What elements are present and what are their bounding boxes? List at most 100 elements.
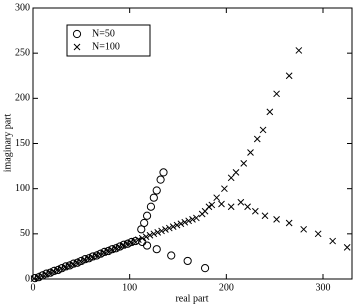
marker	[127, 239, 134, 246]
marker	[232, 169, 240, 176]
marker	[142, 241, 152, 250]
marker	[162, 226, 169, 233]
marker	[138, 234, 146, 242]
marker	[65, 262, 73, 269]
marker	[253, 135, 261, 143]
legend-label: N=100	[92, 41, 120, 52]
y-tick-label: 150	[15, 138, 30, 149]
y-axis-label: imaginary part	[2, 113, 13, 172]
marker	[173, 221, 181, 229]
y-tick-label: 250	[15, 47, 30, 58]
x-tick-label: 100	[122, 282, 137, 293]
marker	[140, 218, 149, 228]
y-tick-label: 200	[15, 93, 30, 104]
marker	[149, 193, 158, 202]
marker	[181, 218, 189, 226]
marker	[177, 220, 185, 228]
marker	[273, 90, 280, 98]
marker	[213, 194, 221, 202]
marker	[300, 225, 308, 233]
marker	[156, 175, 165, 184]
marker	[61, 263, 69, 271]
marker	[227, 174, 235, 182]
marker	[185, 217, 192, 225]
marker	[329, 237, 337, 245]
marker	[158, 227, 165, 235]
y-tick-label: 50	[20, 228, 30, 239]
marker	[240, 160, 248, 167]
legend-box	[66, 24, 151, 57]
marker	[92, 252, 100, 259]
x-tick-label: 200	[219, 282, 234, 293]
marker	[119, 242, 127, 249]
marker	[200, 264, 210, 273]
marker	[142, 211, 152, 220]
marker	[259, 126, 267, 134]
marker	[138, 237, 147, 247]
x-tick-label: 0	[31, 282, 36, 293]
marker	[88, 253, 96, 261]
marker	[30, 275, 38, 282]
marker	[152, 186, 161, 195]
marker	[34, 273, 42, 281]
marker	[57, 265, 65, 272]
marker	[237, 198, 245, 206]
marker	[183, 256, 192, 266]
marker	[247, 149, 254, 156]
marker	[107, 246, 115, 254]
marker	[77, 257, 84, 265]
marker	[104, 247, 111, 255]
x-tick-label: 300	[316, 282, 331, 293]
marker	[152, 245, 161, 254]
marker	[285, 219, 293, 227]
marker	[53, 266, 61, 274]
marker	[100, 249, 107, 256]
marker	[218, 200, 225, 208]
marker	[142, 233, 150, 241]
marker	[167, 251, 176, 260]
marker	[38, 272, 46, 280]
marker	[96, 250, 104, 258]
marker	[42, 270, 49, 278]
marker	[165, 224, 173, 232]
marker	[285, 72, 293, 80]
marker	[221, 185, 228, 193]
marker	[169, 223, 177, 230]
marker	[266, 108, 274, 116]
marker	[146, 202, 156, 211]
marker	[273, 216, 280, 223]
marker	[208, 201, 216, 209]
marker	[261, 212, 269, 220]
marker	[343, 244, 351, 251]
marker	[84, 255, 92, 262]
marker	[227, 203, 235, 211]
marker	[159, 168, 168, 177]
marker	[193, 214, 200, 222]
marker	[150, 230, 158, 238]
marker	[135, 236, 142, 243]
marker	[115, 243, 123, 251]
marker	[73, 259, 80, 267]
y-tick-label: 300	[15, 2, 30, 13]
marker	[154, 229, 162, 236]
marker	[251, 207, 259, 215]
marker	[146, 231, 154, 239]
marker	[201, 207, 209, 215]
marker	[111, 244, 119, 252]
marker	[244, 203, 251, 211]
marker	[49, 268, 57, 275]
legend-marker	[73, 43, 81, 51]
marker	[80, 256, 88, 264]
x-axis-label: real part	[175, 293, 208, 304]
marker	[189, 216, 196, 223]
legend-label: N=50	[92, 28, 115, 39]
y-tick-label: 0	[25, 273, 30, 284]
marker	[69, 260, 76, 268]
marker	[295, 47, 303, 54]
marker	[131, 237, 138, 245]
marker	[46, 269, 53, 277]
legend-marker	[72, 29, 82, 39]
marker	[123, 240, 131, 248]
marker	[314, 230, 322, 238]
